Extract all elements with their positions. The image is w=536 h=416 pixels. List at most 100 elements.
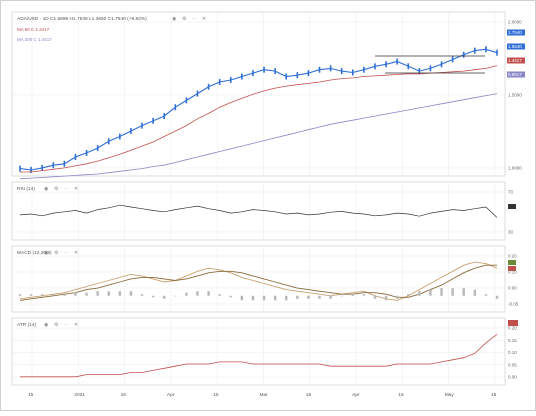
rsi-legend-settings-icon: ⚙ [54,186,59,192]
atr-value-tag [508,320,518,326]
x-tick-label: Mar [260,392,269,398]
price-ma-50-line [20,65,498,173]
price-y-tick-label: 1.5000 [508,93,522,98]
macd-histogram-bar [218,294,221,296]
price-y-tick-label: 2.0000 [508,20,522,25]
macd-histogram-bar [40,294,44,296]
macd-macd-line [19,261,498,301]
price-y-tick-label: 1.0000 [508,166,522,171]
macd-y-tick-label: 0.20 [508,254,517,259]
macd-histogram-bar [285,295,288,301]
macd-legend-eye-icon: ◉ [44,250,49,256]
atr-y-tick-label: 0.00 [508,375,517,380]
macd-histogram-bar [240,295,244,301]
rsi-y-tick-label: 30 [508,230,514,235]
atr-y-tick-label: 0.15 [508,338,517,343]
macd-legend-more-icon: ⋯ [64,250,69,256]
x-tick-label: 15 [491,392,497,398]
x-tick-label: Apr [352,392,360,398]
price-axis-tag [507,29,525,36]
main-legend-close-icon: ✕ [202,16,206,22]
x-tick-label: 15 [121,392,127,398]
rsi-legend-eye-icon: ◉ [44,186,49,192]
macd-histogram-bar [473,289,477,296]
rsi-pane [11,181,506,241]
price-ma-200-line [19,93,498,180]
price-axis-label: 1.5540 [508,44,522,49]
macd-histogram-bar [296,295,299,299]
rsi-legend-more-icon: ⋯ [64,186,69,192]
rsi-value-tag [508,204,516,209]
macd-histogram-bar [207,291,210,296]
price-axis-tag [507,71,525,78]
macd-histogram-bar [229,295,232,298]
macd-histogram-bar [107,291,110,296]
price-axis-tag [507,57,525,64]
macd-histogram-bar [63,294,66,296]
macd-y-tick-label: 0.00 [508,286,517,291]
atr-y-tick-label: 0.10 [508,350,517,355]
macd-histogram-bar [74,292,77,296]
price-axis-label: 1.4417 [508,58,522,63]
macd-legend-close-icon: ✕ [74,250,78,256]
atr-y-tick-label: 0.05 [508,362,517,367]
macd-y-tick-label: -0.05 [508,302,519,307]
atr-legend-eye-icon: ◉ [44,322,49,328]
x-tick-label: Apr [167,392,175,398]
sma50-legend: MA 50 C 1.4417 [17,27,50,32]
macd-histogram-bar [140,294,144,296]
atr-legend-close-icon: ✕ [74,322,78,328]
macd-histogram-bar [418,291,421,296]
x-tick-label: May [445,392,455,398]
macd-histogram-bar [129,291,133,296]
x-tick-label: 15 [306,392,312,398]
price-axis-label: 0.8617 [508,72,522,77]
macd-histogram-bar [451,288,454,296]
macd-histogram-bar [262,295,266,301]
macd-histogram-bar [196,291,199,296]
rsi-y-tick-label: 70 [508,190,514,195]
macd-histogram-bar [185,292,188,296]
price-price-line [19,48,498,171]
rsi-legend: RSI (14) [17,186,35,192]
macd-histogram-bar [163,295,166,299]
macd-histogram-bar [29,294,33,296]
rsi-legend-close-icon: ✕ [74,186,78,192]
main-legend-eye-icon: ◉ [172,16,177,22]
macd-histogram-bar [85,292,88,296]
macd-histogram-bar [373,295,377,299]
main-legend: ADA/USD · 1D C1.5898 H1.7549 L1.3650 C1.… [17,16,147,22]
macd-histogram-bar [429,289,432,296]
macd-histogram-bar [340,295,343,297]
atr-legend-more-icon: ⋯ [64,322,69,328]
sma200-legend: MA 200 C 1.4417 [17,37,52,42]
macd-signal-line [19,264,497,301]
atr-legend: ATR (14) [17,322,37,328]
macd-histogram-bar [462,288,465,296]
macd-histogram-bar [273,295,277,301]
macd-histogram-bar [329,295,332,299]
macd-pane [11,245,506,313]
macd-histogram-bar [251,295,255,301]
macd-histogram-bar [395,295,399,299]
x-tick-label: 15 [28,392,34,398]
main-legend-more-icon: ⋯ [192,16,197,22]
macd-histogram-bar [18,294,22,296]
x-tick-label: 2021 [74,392,85,398]
macd-value-tag [508,260,516,265]
x-tick-label: 15 [213,392,219,398]
macd-histogram-bar [96,291,99,296]
macd-histogram-bar [307,295,310,299]
x-tick-label: 15 [398,392,404,398]
price-axis-tag [507,43,525,50]
macd-histogram-bar [52,294,55,296]
atr-pane [11,317,506,386]
macd-legend-settings-icon: ⚙ [54,250,59,256]
macd-histogram-bar [174,295,177,297]
price-axis-label: 1.7540 [508,30,522,35]
macd-legend: MACD (12,26,9) [17,250,52,256]
macd-histogram-bar [484,294,488,296]
macd-histogram-bar [318,295,321,299]
